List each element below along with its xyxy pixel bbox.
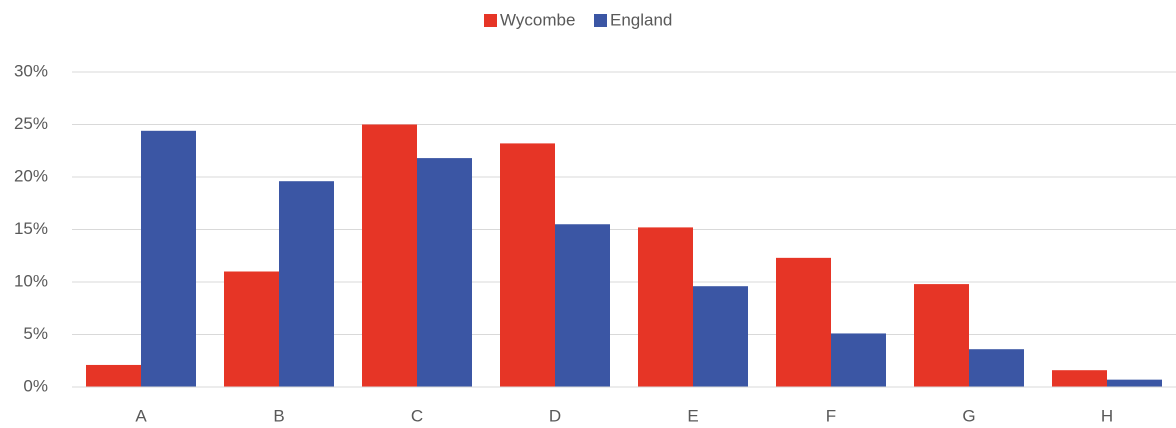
bar [224, 271, 279, 387]
bar [500, 143, 555, 387]
x-tick-label: C [411, 406, 423, 425]
bar [1052, 370, 1107, 387]
x-tick-label: E [687, 406, 698, 425]
bar [693, 286, 748, 387]
y-tick-label: 10% [14, 271, 48, 290]
bar [417, 158, 472, 387]
bar [914, 284, 969, 387]
x-tick-label: G [962, 406, 975, 425]
x-tick-label: D [549, 406, 561, 425]
bar [279, 181, 334, 387]
x-tick-label: H [1101, 406, 1113, 425]
legend-swatch [484, 14, 497, 27]
bar [776, 257, 831, 387]
bar [86, 364, 141, 387]
bar [362, 124, 417, 387]
bar [638, 227, 693, 387]
x-tick-label: A [135, 406, 147, 425]
y-tick-label: 25% [14, 114, 48, 133]
y-tick-label: 15% [14, 219, 48, 238]
legend-swatch [594, 14, 607, 27]
bar [555, 224, 610, 387]
y-tick-label: 30% [14, 61, 48, 80]
x-tick-label: B [273, 406, 284, 425]
bar [969, 349, 1024, 387]
legend-label: England [610, 10, 672, 29]
legend-label: Wycombe [500, 10, 575, 29]
y-tick-label: 20% [14, 166, 48, 185]
y-tick-label: 0% [23, 376, 48, 395]
bar [831, 333, 886, 387]
bar [1107, 379, 1162, 387]
x-tick-label: F [826, 406, 836, 425]
bar [141, 130, 196, 388]
y-tick-label: 5% [23, 324, 48, 343]
